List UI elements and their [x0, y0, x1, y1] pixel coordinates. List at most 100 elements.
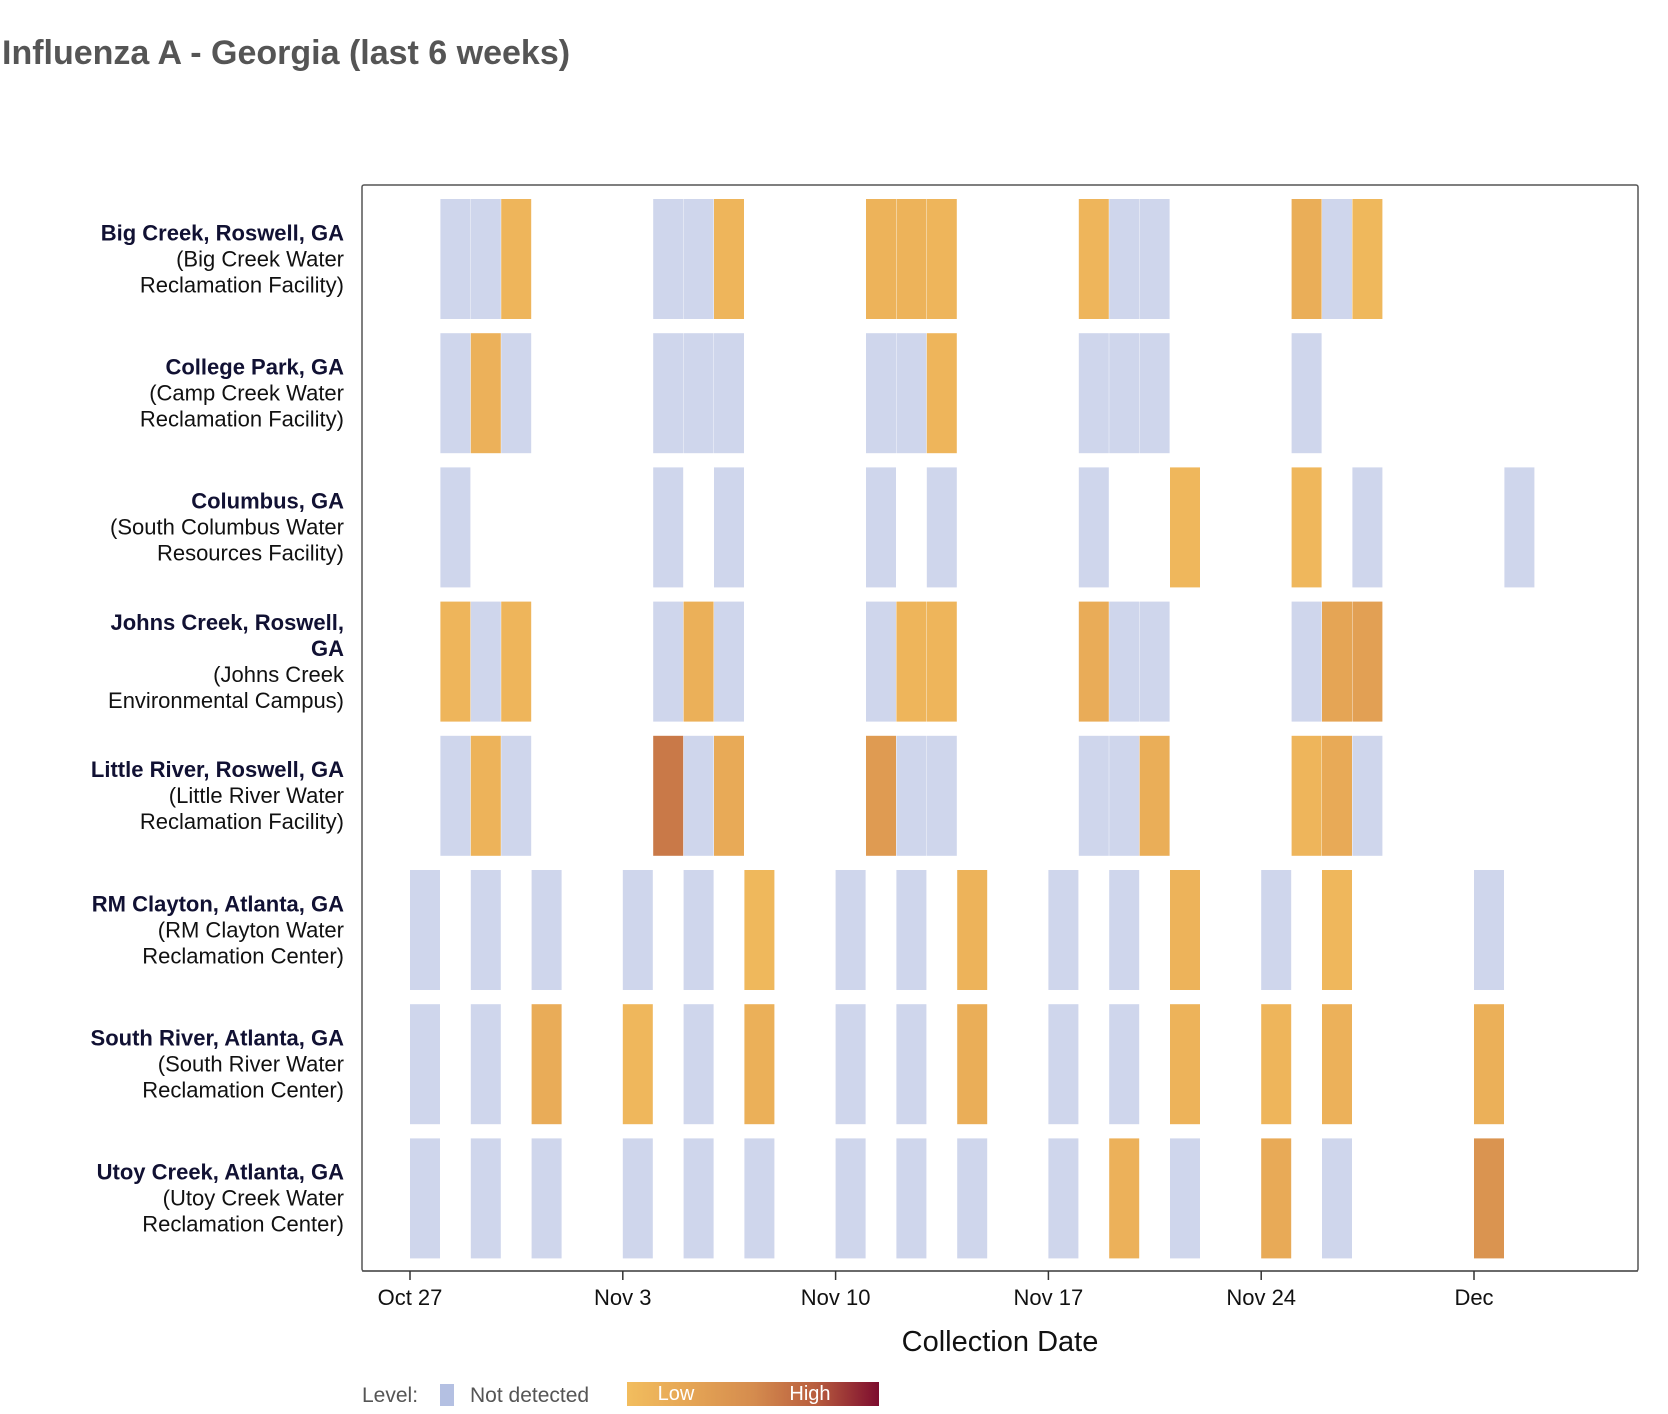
cell-rm-clayton-atlanta-ga-2024-11-17[interactable] — [1048, 870, 1079, 990]
cell-south-river-atlanta-ga-2024-11-12[interactable] — [896, 1004, 927, 1125]
cell-big-creek-roswell-ga-2024-11-20[interactable] — [1139, 199, 1170, 319]
cell-utoy-creek-atlanta-ga-2024-11-12[interactable] — [896, 1138, 927, 1259]
cell-johns-creek-roswell-ga-2024-10-30[interactable] — [501, 601, 532, 722]
cell-utoy-creek-atlanta-ga-2024-11-26[interactable] — [1322, 1138, 1352, 1259]
cell-little-river-roswell-ga-2024-11-04[interactable] — [653, 735, 684, 856]
cell-little-river-roswell-ga-2024-10-30[interactable] — [501, 735, 532, 856]
cell-big-creek-roswell-ga-2024-11-26[interactable] — [1322, 199, 1352, 319]
cell-college-park-ga-2024-11-13[interactable] — [926, 333, 957, 454]
cell-rm-clayton-atlanta-ga-2024-11-05[interactable] — [683, 870, 714, 990]
cell-columbus-ga-2024-11-25[interactable] — [1291, 467, 1322, 588]
cell-columbus-ga-2024-11-27[interactable] — [1352, 467, 1383, 588]
cell-utoy-creek-atlanta-ga-2024-11-03[interactable] — [622, 1138, 653, 1259]
cell-utoy-creek-atlanta-ga-2024-11-05[interactable] — [683, 1138, 714, 1259]
cell-johns-creek-roswell-ga-2024-11-11[interactable] — [866, 601, 896, 722]
cell-big-creek-roswell-ga-2024-11-04[interactable] — [653, 199, 684, 319]
cell-rm-clayton-atlanta-ga-2024-11-21[interactable] — [1170, 870, 1200, 990]
cell-little-river-roswell-ga-2024-11-11[interactable] — [866, 735, 896, 856]
cell-little-river-roswell-ga-2024-11-25[interactable] — [1291, 735, 1322, 856]
cell-south-river-atlanta-ga-2024-10-27[interactable] — [410, 1004, 440, 1125]
cell-big-creek-roswell-ga-2024-11-25[interactable] — [1291, 199, 1322, 319]
cell-big-creek-roswell-ga-2024-11-27[interactable] — [1352, 199, 1383, 319]
cell-columbus-ga-2024-11-06[interactable] — [714, 467, 744, 588]
cell-johns-creek-roswell-ga-2024-10-29[interactable] — [470, 601, 501, 722]
cell-college-park-ga-2024-11-04[interactable] — [653, 333, 684, 454]
cell-south-river-atlanta-ga-2024-11-21[interactable] — [1170, 1004, 1200, 1125]
cell-south-river-atlanta-ga-2024-11-24[interactable] — [1261, 1004, 1292, 1125]
cell-little-river-roswell-ga-2024-11-19[interactable] — [1109, 735, 1140, 856]
cell-south-river-atlanta-ga-2024-12-01[interactable] — [1474, 1004, 1504, 1125]
cell-south-river-atlanta-ga-2024-11-07[interactable] — [744, 1004, 775, 1125]
cell-south-river-atlanta-ga-2024-11-10[interactable] — [835, 1004, 866, 1125]
cell-big-creek-roswell-ga-2024-11-11[interactable] — [866, 199, 896, 319]
cell-south-river-atlanta-ga-2024-11-05[interactable] — [683, 1004, 714, 1125]
cell-big-creek-roswell-ga-2024-11-06[interactable] — [714, 199, 744, 319]
cell-college-park-ga-2024-11-05[interactable] — [683, 333, 714, 454]
cell-columbus-ga-2024-10-28[interactable] — [440, 467, 471, 588]
cell-little-river-roswell-ga-2024-11-12[interactable] — [896, 735, 927, 856]
cell-south-river-atlanta-ga-2024-10-31[interactable] — [531, 1004, 562, 1125]
cell-college-park-ga-2024-11-25[interactable] — [1291, 333, 1322, 454]
cell-rm-clayton-atlanta-ga-2024-10-27[interactable] — [410, 870, 440, 990]
cell-little-river-roswell-ga-2024-11-27[interactable] — [1352, 735, 1383, 856]
cell-johns-creek-roswell-ga-2024-10-28[interactable] — [440, 601, 471, 722]
cell-utoy-creek-atlanta-ga-2024-11-14[interactable] — [957, 1138, 988, 1259]
cell-college-park-ga-2024-10-28[interactable] — [440, 333, 471, 454]
cell-south-river-atlanta-ga-2024-10-29[interactable] — [470, 1004, 501, 1125]
cell-rm-clayton-atlanta-ga-2024-10-29[interactable] — [470, 870, 501, 990]
cell-south-river-atlanta-ga-2024-11-26[interactable] — [1322, 1004, 1352, 1125]
cell-columbus-ga-2024-11-11[interactable] — [866, 467, 896, 588]
cell-big-creek-roswell-ga-2024-11-05[interactable] — [683, 199, 714, 319]
cell-columbus-ga-2024-11-04[interactable] — [653, 467, 684, 588]
cell-little-river-roswell-ga-2024-11-13[interactable] — [926, 735, 957, 856]
cell-utoy-creek-atlanta-ga-2024-11-17[interactable] — [1048, 1138, 1079, 1259]
cell-johns-creek-roswell-ga-2024-11-26[interactable] — [1322, 601, 1352, 722]
cell-south-river-atlanta-ga-2024-11-19[interactable] — [1109, 1004, 1140, 1125]
cell-johns-creek-roswell-ga-2024-11-12[interactable] — [896, 601, 927, 722]
cell-rm-clayton-atlanta-ga-2024-11-14[interactable] — [957, 870, 988, 990]
cell-college-park-ga-2024-11-11[interactable] — [866, 333, 896, 454]
cell-college-park-ga-2024-10-29[interactable] — [470, 333, 501, 454]
cell-college-park-ga-2024-10-30[interactable] — [501, 333, 532, 454]
cell-johns-creek-roswell-ga-2024-11-04[interactable] — [653, 601, 684, 722]
cell-columbus-ga-2024-11-13[interactable] — [926, 467, 957, 588]
cell-rm-clayton-atlanta-ga-2024-11-03[interactable] — [622, 870, 653, 990]
cell-rm-clayton-atlanta-ga-2024-11-24[interactable] — [1261, 870, 1292, 990]
cell-little-river-roswell-ga-2024-11-18[interactable] — [1078, 735, 1109, 856]
cell-johns-creek-roswell-ga-2024-11-27[interactable] — [1352, 601, 1383, 722]
cell-college-park-ga-2024-11-18[interactable] — [1078, 333, 1109, 454]
cell-big-creek-roswell-ga-2024-11-12[interactable] — [896, 199, 927, 319]
cell-johns-creek-roswell-ga-2024-11-18[interactable] — [1078, 601, 1109, 722]
cell-college-park-ga-2024-11-19[interactable] — [1109, 333, 1140, 454]
cell-rm-clayton-atlanta-ga-2024-12-01[interactable] — [1474, 870, 1504, 990]
cell-little-river-roswell-ga-2024-11-06[interactable] — [714, 735, 744, 856]
cell-little-river-roswell-ga-2024-11-26[interactable] — [1322, 735, 1352, 856]
cell-utoy-creek-atlanta-ga-2024-10-29[interactable] — [470, 1138, 501, 1259]
cell-columbus-ga-2024-12-02[interactable] — [1504, 467, 1535, 588]
cell-utoy-creek-atlanta-ga-2024-11-21[interactable] — [1170, 1138, 1200, 1259]
cell-johns-creek-roswell-ga-2024-11-13[interactable] — [926, 601, 957, 722]
cell-utoy-creek-atlanta-ga-2024-11-24[interactable] — [1261, 1138, 1292, 1259]
cell-big-creek-roswell-ga-2024-11-19[interactable] — [1109, 199, 1140, 319]
cell-rm-clayton-atlanta-ga-2024-10-31[interactable] — [531, 870, 562, 990]
cell-big-creek-roswell-ga-2024-10-29[interactable] — [470, 199, 501, 319]
cell-south-river-atlanta-ga-2024-11-14[interactable] — [957, 1004, 988, 1125]
cell-college-park-ga-2024-11-12[interactable] — [896, 333, 927, 454]
cell-rm-clayton-atlanta-ga-2024-11-12[interactable] — [896, 870, 927, 990]
cell-big-creek-roswell-ga-2024-11-18[interactable] — [1078, 199, 1109, 319]
cell-utoy-creek-atlanta-ga-2024-10-27[interactable] — [410, 1138, 440, 1259]
cell-johns-creek-roswell-ga-2024-11-20[interactable] — [1139, 601, 1170, 722]
cell-south-river-atlanta-ga-2024-11-03[interactable] — [622, 1004, 653, 1125]
cell-college-park-ga-2024-11-20[interactable] — [1139, 333, 1170, 454]
cell-johns-creek-roswell-ga-2024-11-05[interactable] — [683, 601, 714, 722]
cell-johns-creek-roswell-ga-2024-11-25[interactable] — [1291, 601, 1322, 722]
cell-little-river-roswell-ga-2024-11-20[interactable] — [1139, 735, 1170, 856]
cell-johns-creek-roswell-ga-2024-11-19[interactable] — [1109, 601, 1140, 722]
cell-columbus-ga-2024-11-18[interactable] — [1078, 467, 1109, 588]
cell-big-creek-roswell-ga-2024-11-13[interactable] — [926, 199, 957, 319]
cell-rm-clayton-atlanta-ga-2024-11-19[interactable] — [1109, 870, 1140, 990]
cell-little-river-roswell-ga-2024-10-28[interactable] — [440, 735, 471, 856]
cell-south-river-atlanta-ga-2024-11-17[interactable] — [1048, 1004, 1079, 1125]
cell-rm-clayton-atlanta-ga-2024-11-26[interactable] — [1322, 870, 1352, 990]
cell-johns-creek-roswell-ga-2024-11-06[interactable] — [714, 601, 744, 722]
